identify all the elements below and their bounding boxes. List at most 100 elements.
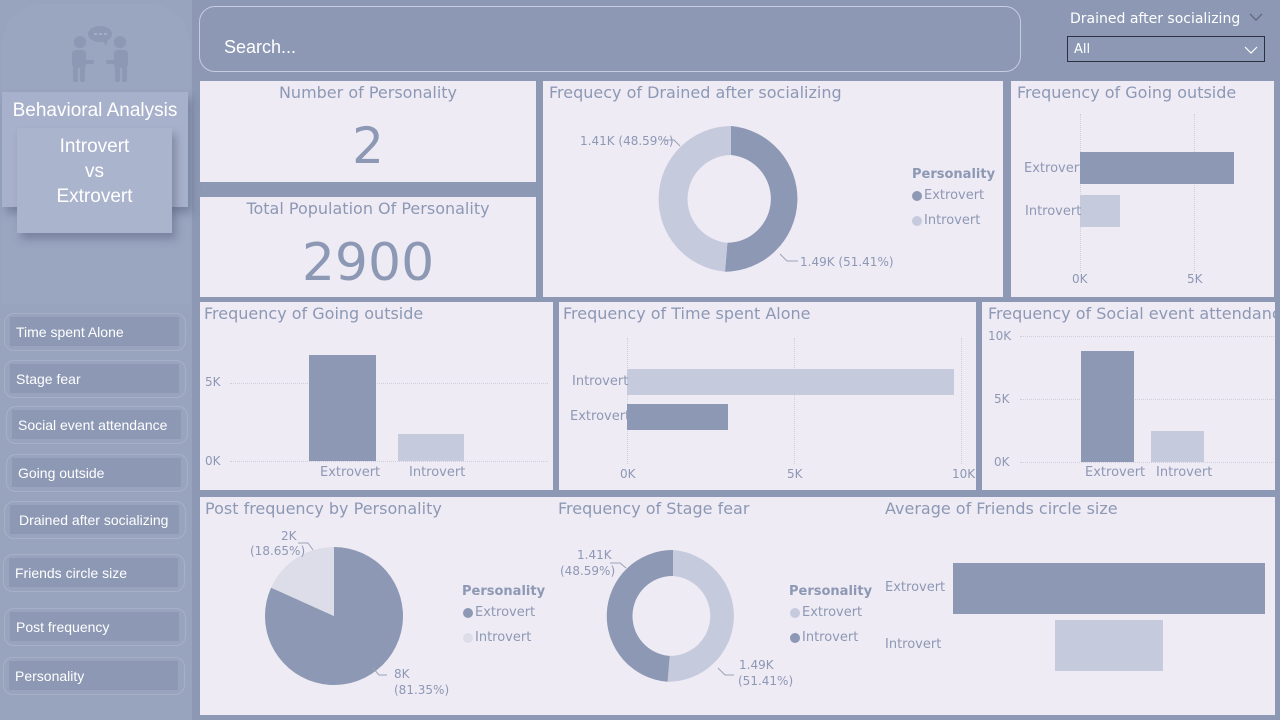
category-label: Introvert xyxy=(1156,465,1213,480)
pie-chart[interactable] xyxy=(200,497,550,715)
data-label-introvert: 1.41K (48.59%) xyxy=(580,134,674,148)
bar-extrovert[interactable] xyxy=(953,563,1265,614)
nav-button-time-spent-alone[interactable]: Time spent Alone xyxy=(4,313,186,351)
donut-chart[interactable] xyxy=(550,497,880,715)
chart-title: Frequency of Time spent Alone xyxy=(563,304,811,323)
category-label: Introvert xyxy=(885,637,942,652)
data-label-introvert-pct: (18.65%) xyxy=(250,544,306,558)
legend-title: Personality xyxy=(789,584,873,599)
chart-drained-after-socializing: Frequecy of Drained after socializing 1.… xyxy=(543,81,1003,297)
bar-extrovert[interactable] xyxy=(627,404,728,430)
legend-item-extrovert[interactable]: Extrovert xyxy=(912,188,984,203)
bar-introvert[interactable] xyxy=(1055,620,1163,671)
bar-introvert[interactable] xyxy=(1151,431,1204,462)
kpi-title: Number of Personality xyxy=(278,83,458,102)
axis-tick: 5K xyxy=(787,467,803,481)
legend-item-extrovert[interactable]: Extrovert xyxy=(790,605,862,620)
bar-introvert[interactable] xyxy=(1080,195,1120,227)
category-label: Extrovert xyxy=(885,580,946,595)
axis-tick: 5K xyxy=(205,375,221,389)
drained-slicer-dropdown[interactable]: All xyxy=(1067,36,1265,62)
legend-item-introvert[interactable]: Introvert xyxy=(912,213,980,228)
gridline xyxy=(794,338,795,464)
nav-button-label: Social event attendance xyxy=(12,410,181,439)
nav-button-social-event-attendance[interactable]: Social event attendance xyxy=(6,406,188,444)
slicer-label: Drained after socializing xyxy=(1070,11,1241,27)
search-input[interactable]: Search... xyxy=(199,6,1021,72)
axis-tick: 10K xyxy=(988,329,1012,343)
nav-button-going-outside[interactable]: Going outside xyxy=(6,454,188,492)
data-label-extrovert-value: 8K xyxy=(394,667,410,681)
chart-title: Frequecy of Drained after socializing xyxy=(549,83,842,102)
nav-button-label: Going outside xyxy=(12,458,181,487)
slice-introvert xyxy=(606,549,673,682)
legend-label: Introvert xyxy=(475,630,532,645)
donut-chart[interactable] xyxy=(543,81,1003,297)
gridline xyxy=(230,383,548,384)
kpi-card-total-population: Total Population Of Personality 2900 xyxy=(200,197,536,297)
chart-title: Frequency of Stage fear xyxy=(558,499,750,518)
nav-button-label: Time spent Alone xyxy=(10,317,179,346)
bar-introvert[interactable] xyxy=(398,434,464,461)
nav-button-personality[interactable]: Personality xyxy=(3,657,185,695)
nav-button-label: Friends circle size xyxy=(9,558,178,587)
kpi-value: 2900 xyxy=(301,233,435,293)
gridline xyxy=(1080,114,1081,272)
nav-button-label: Post frequency xyxy=(10,612,179,641)
gridline xyxy=(1194,114,1195,272)
nav-button-friends-circle-size[interactable]: Friends circle size xyxy=(3,554,185,592)
kpi-card-number-of-personality: Number of Personality 2 xyxy=(200,81,536,182)
data-label-extrovert-value: 1.49K xyxy=(739,658,774,672)
axis-tick: 0K xyxy=(1072,272,1088,286)
category-label: Introvert xyxy=(572,374,629,389)
kpi-title: Total Population Of Personality xyxy=(246,199,490,218)
chart-title: Frequency of Going outside xyxy=(1017,83,1237,102)
legend-item-introvert[interactable]: Introvert xyxy=(463,630,531,645)
chart-social-event-attendance: Frequency of Social event attendance 10K… xyxy=(982,302,1280,490)
nav-button-label: Stage fear xyxy=(10,364,179,393)
legend-dot xyxy=(912,215,922,226)
axis-tick: 0K xyxy=(994,455,1010,469)
data-label-introvert-pct: (48.59%) xyxy=(560,564,616,578)
bar-extrovert[interactable] xyxy=(1081,351,1134,462)
legend-title: Personality xyxy=(912,167,996,182)
nav-button-stage-fear[interactable]: Stage fear xyxy=(4,360,186,398)
dashboard-title: Behavioral Analysis xyxy=(12,100,178,121)
legend-dot xyxy=(790,607,800,618)
gridline xyxy=(1020,462,1274,463)
bar-introvert[interactable] xyxy=(627,369,954,395)
subtitle-line-2: vs xyxy=(85,161,104,182)
legend-label: Introvert xyxy=(802,630,859,645)
category-label: Introvert xyxy=(409,465,466,480)
bar-extrovert[interactable] xyxy=(1080,152,1234,184)
nav-button-label: Drained after socializing xyxy=(10,505,179,534)
chart-title: Average of Friends circle size xyxy=(885,499,1118,518)
category-label: Introvert xyxy=(1025,204,1082,219)
data-label-extrovert: 1.49K (51.41%) xyxy=(800,255,894,269)
legend-label: Extrovert xyxy=(802,605,863,620)
slicer-selected-value: All xyxy=(1074,42,1091,57)
gridline xyxy=(1020,399,1274,400)
category-label: Extrovert xyxy=(320,465,381,480)
slice-extrovert xyxy=(725,126,798,272)
axis-tick: 10K xyxy=(952,467,976,481)
gridline xyxy=(230,461,548,462)
nav-button-drained-after-socializing[interactable]: Drained after socializing xyxy=(4,501,186,539)
axis-tick: 0K xyxy=(620,467,636,481)
data-label-extrovert-pct: (81.35%) xyxy=(394,683,450,697)
legend-label: Introvert xyxy=(924,213,981,228)
bar-extrovert[interactable] xyxy=(309,355,376,461)
gridline xyxy=(1020,336,1274,337)
subtitle-line-1: Introvert xyxy=(59,136,130,157)
sidebar: Behavioral Analysis Introvert vs Extrove… xyxy=(0,0,192,720)
legend-item-extrovert[interactable]: Extrovert xyxy=(463,605,535,620)
legend-label: Extrovert xyxy=(924,188,985,203)
nav-button-label: Personality xyxy=(9,661,178,690)
legend-item-introvert[interactable]: Introvert xyxy=(790,630,858,645)
chart-post-frequency: Post frequency by Personality 2K (18.65%… xyxy=(200,497,550,715)
nav-button-post-frequency[interactable]: Post frequency xyxy=(4,608,186,646)
slicer-collapse-chevron-icon[interactable] xyxy=(1249,12,1263,22)
chart-title: Post frequency by Personality xyxy=(205,499,442,518)
gridline xyxy=(627,338,628,464)
data-label-introvert-value: 2K xyxy=(281,529,297,543)
